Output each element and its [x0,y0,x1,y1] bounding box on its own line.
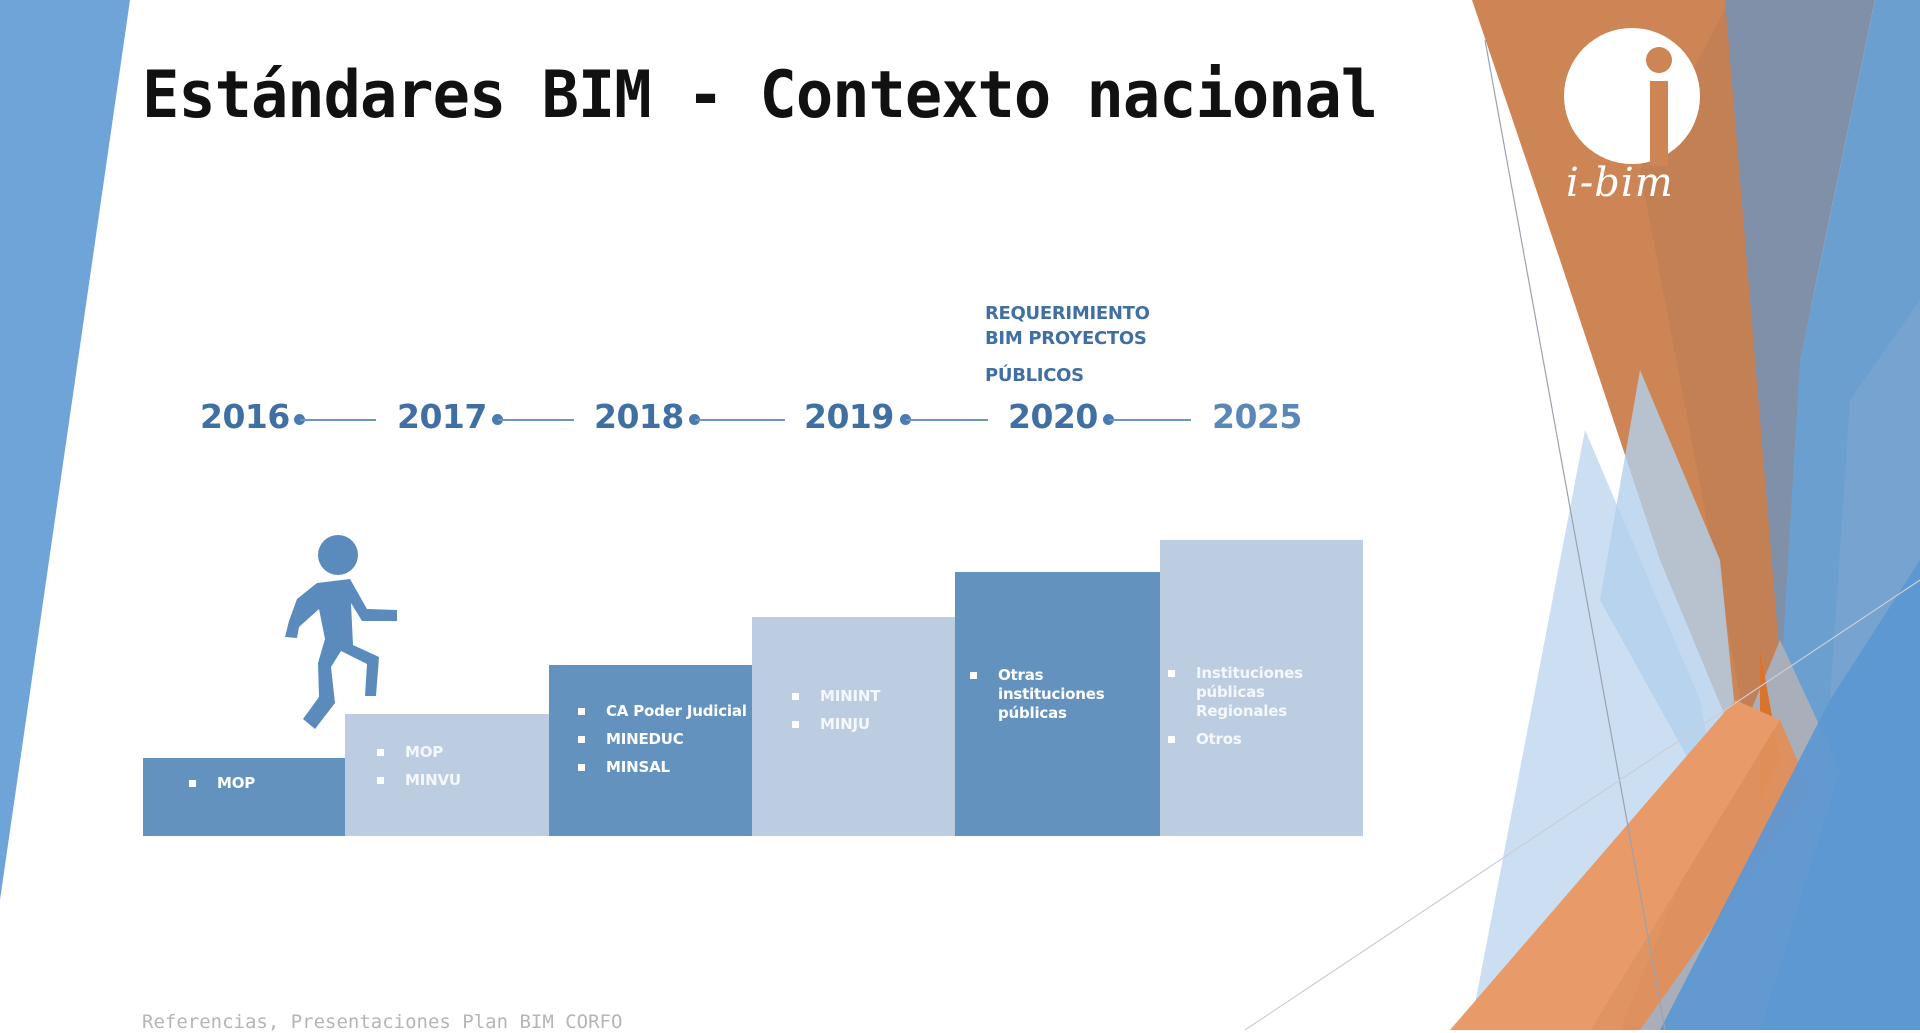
bullet-icon [578,764,585,771]
step-item: Instituciones públicas Regionales [1168,664,1360,721]
timeline-dot [1103,414,1114,425]
timeline-year: 2018 [594,397,684,436]
step-2017: MOP MINVU [345,714,549,836]
footer-reference: Referencias, Presentaciones Plan BIM COR… [142,1011,623,1033]
step-item: Otras instituciones públicas [970,666,1145,723]
person-climbing-stairs-icon [285,535,397,729]
i-bim-logo-icon [1564,28,1700,166]
timeline-connector [906,419,988,421]
timeline-connector [695,419,785,421]
step-item: MINSAL [578,758,747,777]
bullet-icon [1168,736,1175,743]
timeline-connector [300,419,376,421]
bullet-icon [792,721,799,728]
step-2018: CA Poder Judicial MINEDUC MINSAL [549,665,752,836]
bullet-icon [970,672,977,679]
timeline-dot [900,414,911,425]
timeline-year: 2016 [200,397,290,436]
annotation-line: REQUERIMIENTO [985,303,1150,324]
timeline-dot [689,414,700,425]
step-item: MINVU [377,771,461,790]
bullet-icon [189,780,196,787]
slide-title: Estándares BIM - Contexto nacional [142,56,1378,133]
step-2019: MININT MINJU [752,617,955,836]
logo-text: i-bim [1566,160,1674,206]
timeline-year: 2020 [1008,397,1098,436]
timeline-year: 2017 [397,397,487,436]
step-item: Otros [1168,730,1360,749]
timeline-connector [498,419,574,421]
timeline-connector [1109,419,1191,421]
bullet-icon [578,736,585,743]
step-item: MOP [189,774,255,793]
bullet-icon [578,708,585,715]
timeline-dot [492,414,503,425]
bullet-icon [377,749,384,756]
step-2025: Instituciones públicas Regionales Otros [1160,540,1363,836]
bullet-icon [377,777,384,784]
bullet-icon [1168,670,1175,677]
timeline-dot [294,414,305,425]
step-item: MINJU [792,715,880,734]
timeline-year: 2019 [804,397,894,436]
step-2020: Otras instituciones públicas [955,572,1160,836]
annotation-line: PÚBLICOS [985,365,1084,386]
step-item: MOP [377,743,461,762]
step-2016: MOP [143,758,345,836]
timeline-year: 2025 [1212,397,1302,436]
bullet-icon [792,693,799,700]
annotation-line: BIM PROYECTOS [985,328,1147,349]
step-item: MINEDUC [578,730,747,749]
step-item: CA Poder Judicial [578,702,747,721]
step-item: MININT [792,687,880,706]
